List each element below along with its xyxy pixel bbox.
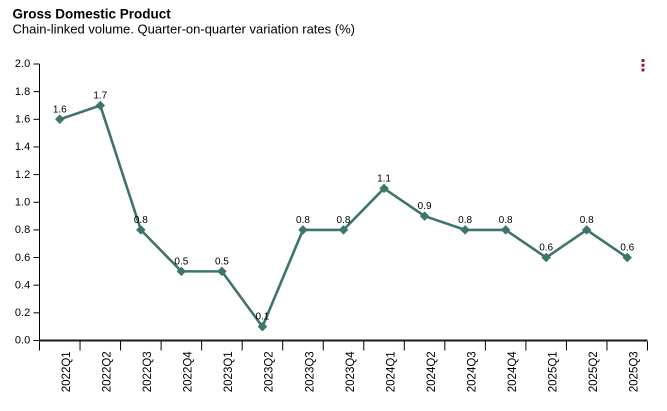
svg-text:1.1: 1.1: [377, 173, 391, 184]
svg-text:0.6: 0.6: [15, 252, 30, 264]
svg-text:2023Q1: 2023Q1: [223, 351, 235, 392]
svg-text:1.8: 1.8: [15, 86, 30, 98]
svg-text:2022Q1: 2022Q1: [61, 351, 73, 392]
svg-text:2022Q2: 2022Q2: [102, 351, 114, 392]
svg-text:2023Q2: 2023Q2: [264, 351, 276, 392]
svg-text:2024Q3: 2024Q3: [466, 351, 478, 392]
svg-text:0.8: 0.8: [134, 215, 148, 226]
svg-text:2025Q2: 2025Q2: [588, 351, 600, 392]
svg-text:0.5: 0.5: [215, 256, 229, 267]
svg-text:2024Q1: 2024Q1: [385, 351, 397, 392]
svg-text:Chain-linked volume. Quarter-o: Chain-linked volume. Quarter-on-quarter …: [13, 22, 355, 37]
svg-text:0.0: 0.0: [15, 335, 30, 347]
svg-text:2023Q3: 2023Q3: [304, 351, 316, 392]
svg-text:0.6: 0.6: [539, 243, 553, 254]
svg-text:1.6: 1.6: [15, 114, 30, 126]
svg-text:0.8: 0.8: [499, 215, 513, 226]
svg-text:1.0: 1.0: [15, 196, 30, 208]
svg-text:0.6: 0.6: [620, 243, 634, 254]
svg-text:0.8: 0.8: [458, 215, 472, 226]
svg-text:2025Q3: 2025Q3: [629, 351, 641, 392]
svg-text:0.8: 0.8: [296, 215, 310, 226]
svg-text:1.2: 1.2: [15, 169, 30, 181]
svg-text:0.2: 0.2: [15, 307, 30, 319]
svg-text:2024Q2: 2024Q2: [426, 351, 438, 392]
svg-text:0.8: 0.8: [337, 215, 351, 226]
svg-text:2022Q4: 2022Q4: [183, 351, 195, 393]
svg-text:2024Q4: 2024Q4: [507, 351, 519, 393]
svg-text:0.8: 0.8: [15, 224, 30, 236]
svg-text:0.4: 0.4: [15, 279, 30, 291]
svg-text:0.8: 0.8: [580, 215, 594, 226]
svg-text:2023Q4: 2023Q4: [345, 351, 357, 393]
svg-text:1.4: 1.4: [15, 141, 30, 153]
svg-text:1.6: 1.6: [53, 104, 67, 115]
svg-text:0.1: 0.1: [255, 312, 269, 323]
svg-text:2022Q3: 2022Q3: [142, 351, 154, 392]
svg-text:0.9: 0.9: [418, 201, 432, 212]
svg-text:2.0: 2.0: [15, 58, 30, 70]
svg-text:0.5: 0.5: [174, 256, 188, 267]
svg-text:2025Q1: 2025Q1: [547, 351, 559, 392]
svg-text:1.7: 1.7: [93, 90, 107, 101]
svg-text:Gross Domestic Product: Gross Domestic Product: [13, 6, 172, 21]
